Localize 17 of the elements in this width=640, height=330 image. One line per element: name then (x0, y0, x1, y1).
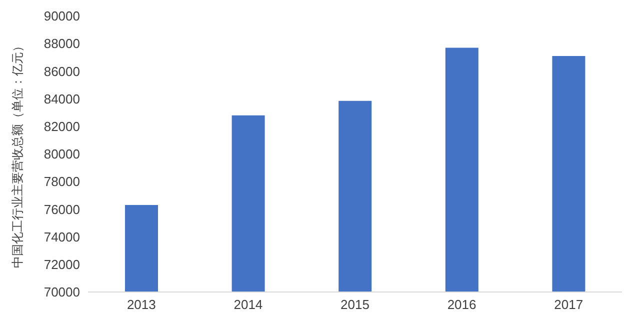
y-tick-label: 74000 (44, 229, 80, 244)
y-tick-label: 80000 (44, 146, 80, 162)
x-tick-label: 2015 (340, 297, 370, 312)
y-tick-label: 76000 (44, 202, 80, 217)
y-tick-label: 70000 (44, 284, 80, 300)
y-tick-label: 90000 (44, 8, 80, 24)
x-tick-label: 2017 (554, 297, 584, 312)
y-axis-title: 中国化工行业主要营收总额（单位：亿元） (10, 40, 24, 268)
y-tick-label: 88000 (44, 36, 80, 52)
y-tick-label: 82000 (44, 119, 80, 134)
x-tick-label: 2013 (126, 297, 156, 312)
y-tick-label: 72000 (44, 257, 80, 272)
y-tick-label: 84000 (44, 91, 80, 106)
x-tick-label: 2016 (447, 297, 476, 312)
y-tick-label: 78000 (44, 174, 80, 190)
y-tick-label: 86000 (44, 64, 80, 79)
x-tick-label: 2014 (234, 297, 263, 312)
